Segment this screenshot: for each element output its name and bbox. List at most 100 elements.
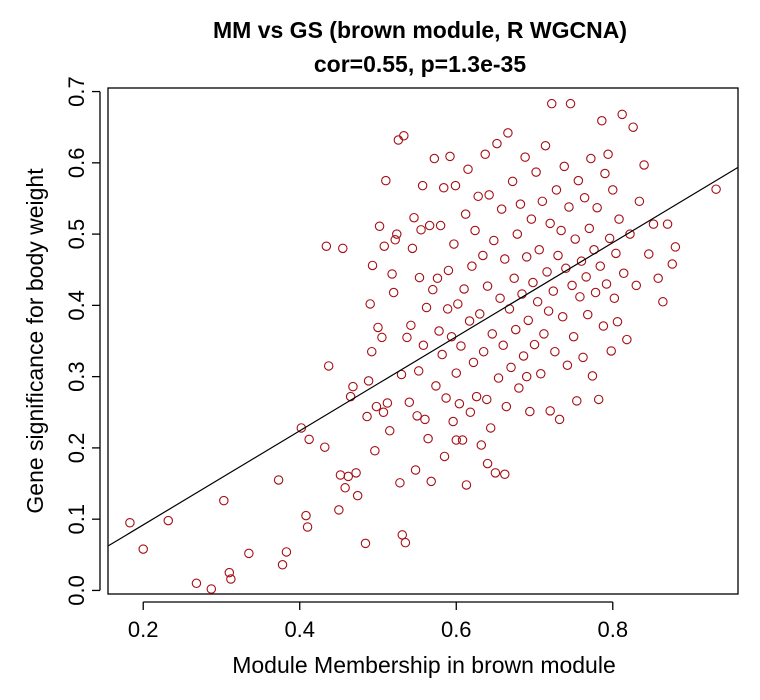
data-point	[414, 272, 425, 283]
data-point	[543, 306, 554, 316]
data-point	[381, 175, 391, 186]
data-point	[206, 584, 217, 594]
data-point	[523, 315, 534, 326]
data-point	[321, 241, 332, 251]
data-point	[487, 329, 498, 339]
y-tick-label: 0.1	[64, 504, 89, 535]
data-point	[579, 193, 590, 203]
data-point	[470, 225, 480, 236]
y-tick-label: 0.2	[64, 433, 89, 464]
data-point	[402, 332, 412, 343]
data-point	[611, 248, 621, 259]
data-point	[597, 116, 607, 126]
data-point	[412, 411, 422, 421]
data-point	[365, 299, 375, 309]
data-point	[417, 180, 428, 191]
data-point	[575, 292, 585, 302]
data-point	[622, 334, 632, 345]
plot-frame	[107, 87, 739, 595]
data-point	[484, 190, 494, 200]
data-point	[277, 560, 288, 570]
data-point	[595, 261, 606, 271]
data-point	[526, 214, 537, 224]
data-point	[601, 279, 612, 289]
data-point	[520, 152, 530, 162]
data-point	[581, 272, 591, 282]
y-tick-label: 0.4	[64, 290, 89, 321]
data-point	[360, 538, 371, 549]
data-point	[528, 277, 538, 288]
data-point	[374, 221, 385, 232]
data-point	[388, 287, 399, 298]
data-point	[634, 196, 645, 207]
data-point	[191, 578, 202, 589]
data-point	[609, 293, 620, 303]
data-point	[600, 168, 610, 179]
data-point	[439, 451, 450, 462]
data-point	[413, 366, 424, 376]
data-point	[420, 414, 430, 425]
data-point	[546, 98, 557, 109]
y-tick-label: 0.6	[64, 148, 89, 179]
data-point	[340, 483, 350, 493]
regression-line	[107, 166, 739, 547]
data-point	[418, 340, 429, 351]
data-point	[457, 435, 468, 445]
data-point	[352, 490, 363, 501]
data-point	[392, 229, 402, 239]
data-point	[545, 218, 555, 229]
data-point	[366, 346, 377, 357]
data-point	[378, 407, 389, 418]
data-point	[536, 369, 546, 379]
data-point	[540, 140, 551, 151]
data-point	[482, 458, 493, 469]
data-point	[273, 475, 284, 485]
data-point	[451, 368, 462, 378]
data-point	[406, 320, 416, 331]
points-layer	[125, 98, 721, 594]
data-point	[562, 360, 573, 370]
data-point	[461, 480, 472, 490]
data-point	[534, 245, 544, 255]
fit-layer	[107, 166, 739, 547]
data-point	[379, 241, 390, 251]
data-point	[387, 269, 397, 279]
data-point	[517, 289, 527, 299]
data-point	[500, 469, 510, 480]
data-point	[559, 161, 570, 172]
data-point	[244, 548, 254, 559]
data-point	[467, 261, 477, 271]
data-point	[539, 329, 549, 339]
data-point	[590, 287, 601, 298]
data-point	[224, 567, 235, 578]
data-point	[631, 280, 642, 291]
data-point	[448, 416, 458, 427]
data-point	[465, 407, 476, 418]
data-point	[429, 153, 440, 164]
data-point	[138, 544, 148, 554]
data-point	[302, 522, 313, 532]
data-point	[537, 196, 548, 207]
data-point	[343, 471, 354, 482]
data-point	[382, 398, 393, 408]
data-point	[435, 220, 446, 231]
data-point	[503, 128, 513, 138]
data-point	[476, 440, 487, 450]
data-point	[639, 160, 649, 170]
data-point	[608, 185, 618, 195]
data-point	[449, 239, 459, 249]
data-point	[125, 517, 135, 528]
data-point	[550, 346, 560, 357]
data-point	[565, 98, 576, 109]
data-point	[478, 250, 488, 261]
data-point	[662, 219, 673, 229]
data-point	[432, 273, 443, 284]
data-point	[578, 352, 588, 363]
data-point	[532, 297, 543, 307]
data-point	[518, 351, 529, 361]
data-point	[397, 530, 408, 540]
data-point	[512, 229, 523, 239]
y-axis: 0.0 0.1 0.2 0.3 0.4 0.5 0.6 0.7	[64, 76, 101, 606]
data-point	[490, 468, 501, 478]
